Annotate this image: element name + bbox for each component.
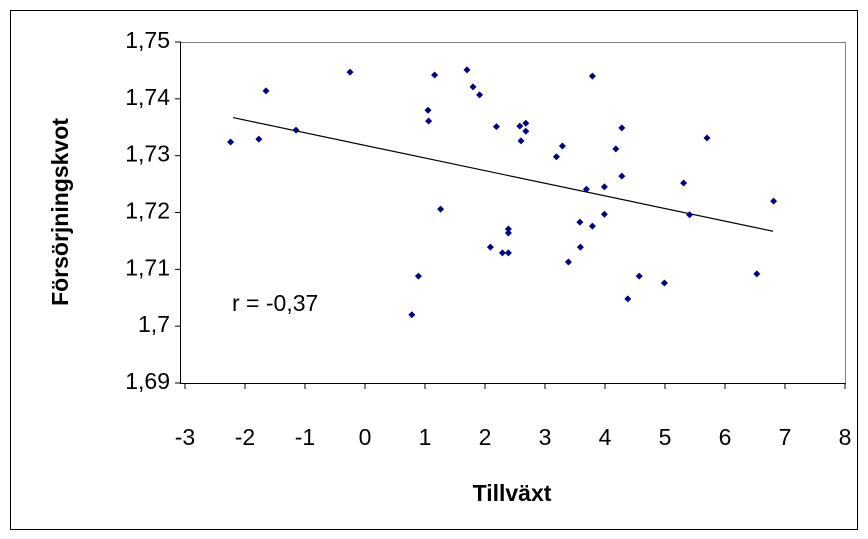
point: [476, 91, 484, 99]
x-tick-label: 6: [719, 424, 732, 450]
point: [686, 211, 694, 219]
point: [262, 87, 270, 95]
point: [414, 272, 422, 280]
y-tick-label: 1,7: [138, 311, 170, 337]
y-axis-title: Försörjningskvot: [47, 118, 73, 306]
x-tick-label: 3: [539, 424, 552, 450]
x-tick-label: -2: [235, 424, 255, 450]
x-axis-title: Tillväxt: [473, 480, 552, 506]
x-tick-label: 0: [359, 424, 372, 450]
x-tick-label: 5: [659, 424, 672, 450]
point: [600, 210, 608, 218]
point: [504, 249, 512, 257]
x-tick-label: 2: [479, 424, 492, 450]
y-tick-label: 1,69: [125, 368, 170, 394]
x-tick-label: -1: [295, 424, 315, 450]
point: [588, 72, 596, 80]
x-tick-label: 4: [599, 424, 612, 450]
x-tick-label: -3: [175, 424, 195, 450]
point: [431, 71, 439, 79]
trend-line: [232, 117, 774, 232]
point: [292, 126, 300, 134]
y-tick-label: 1,71: [125, 254, 170, 280]
point: [486, 243, 494, 251]
y-tick-label: 1,73: [125, 141, 170, 167]
plot-area: [180, 42, 846, 384]
point: [504, 225, 512, 233]
point: [437, 205, 445, 213]
point: [255, 135, 263, 143]
point: [463, 66, 471, 74]
point: [635, 272, 643, 280]
point: [346, 68, 354, 76]
point: [227, 138, 235, 146]
point: [552, 153, 560, 161]
point: [522, 127, 530, 135]
point: [424, 106, 432, 114]
y-tick-label: 1,75: [125, 27, 170, 53]
point: [618, 124, 626, 132]
point: [612, 145, 620, 153]
point: [516, 122, 524, 130]
x-tick-label: 8: [839, 424, 852, 450]
point: [660, 279, 668, 287]
point: [408, 311, 416, 319]
point: [703, 134, 711, 142]
point: [517, 137, 525, 145]
annotation: r = -0,37: [232, 290, 318, 316]
point: [504, 229, 512, 237]
point: [624, 295, 632, 303]
point: [588, 222, 596, 230]
y-tick-label: 1,72: [125, 198, 170, 224]
x-tick-label: 7: [779, 424, 792, 450]
point: [576, 218, 584, 226]
point: [618, 172, 626, 180]
point: [770, 197, 778, 205]
point: [498, 249, 506, 257]
point: [564, 258, 572, 266]
point: [469, 83, 477, 91]
point: [522, 119, 530, 127]
x-tick-label: 1: [419, 424, 432, 450]
point: [582, 185, 590, 193]
point: [600, 183, 608, 191]
point: [680, 179, 688, 187]
y-tick-label: 1,74: [125, 84, 170, 110]
point: [558, 142, 566, 150]
point: [753, 270, 761, 278]
point: [425, 117, 433, 125]
point: [576, 243, 584, 251]
point: [492, 123, 500, 131]
